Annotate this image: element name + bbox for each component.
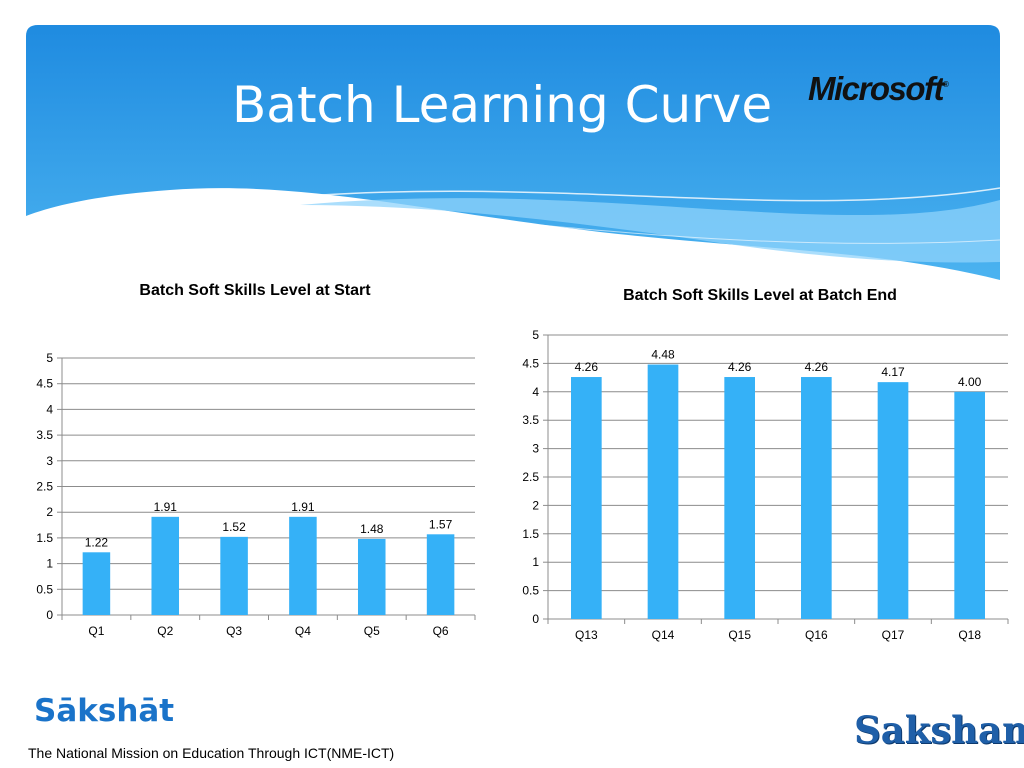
x-tick-label: Q3 xyxy=(226,624,242,638)
x-tick-label: Q14 xyxy=(652,628,675,642)
y-tick-label: 0 xyxy=(532,612,539,626)
chart-start-plot: 00.511.522.533.544.551.22Q11.91Q21.52Q31… xyxy=(36,351,476,638)
banner-wave-line-2 xyxy=(419,213,1001,244)
banner-wave-line xyxy=(259,187,1001,202)
data-label: 4.17 xyxy=(881,365,905,379)
y-tick-label: 2.5 xyxy=(522,470,539,484)
y-tick-label: 4.5 xyxy=(36,377,53,391)
y-tick-label: 3.5 xyxy=(522,413,539,427)
x-tick-label: Q16 xyxy=(805,628,828,642)
data-label: 4.26 xyxy=(575,360,599,374)
y-tick-label: 5 xyxy=(532,328,539,342)
chart-end-plot: 0 0.5 1 1.5 2 2.5 3 3.5 4 4.5 5 4.26 Q13 4.48 Q14 4.26 Q… xyxy=(522,328,1009,642)
data-label: 1.57 xyxy=(429,517,453,531)
bar xyxy=(647,364,679,619)
x-tick-label: Q4 xyxy=(295,624,311,638)
bar xyxy=(289,516,317,615)
y-tick-label: 0.5 xyxy=(522,584,539,598)
data-label: 1.91 xyxy=(154,500,178,514)
bar xyxy=(571,377,602,619)
y-tick-label: 3 xyxy=(532,442,539,456)
x-tick-label: Q17 xyxy=(882,628,905,642)
y-tick-label: 2.5 xyxy=(36,480,53,494)
data-label: 4.00 xyxy=(958,375,982,389)
footer-text: The National Mission on Education Throug… xyxy=(28,745,395,761)
y-tick-label: 4 xyxy=(46,402,53,416)
y-tick-label: 2 xyxy=(532,498,539,512)
x-tick-label: Q5 xyxy=(364,624,380,638)
chart-title: Batch Soft Skills Level at Batch End xyxy=(623,287,897,304)
y-tick-label: 1.5 xyxy=(522,527,539,541)
y-tick-label: 4.5 xyxy=(522,356,539,370)
registered-mark: ® xyxy=(943,80,949,89)
y-tick-label: 1 xyxy=(532,555,539,569)
data-label: 1.52 xyxy=(222,520,246,534)
data-label: 4.26 xyxy=(805,360,829,374)
bar xyxy=(357,538,386,615)
y-tick-label: 3.5 xyxy=(36,428,53,442)
header-banner xyxy=(26,25,1001,280)
y-tick-label: 0.5 xyxy=(36,582,53,596)
data-label: 4.26 xyxy=(728,360,752,374)
slide-title: Batch Learning Curve xyxy=(232,76,773,134)
y-tick-label: 3 xyxy=(46,454,53,468)
x-tick-label: Q18 xyxy=(958,628,981,642)
x-tick-label: Q6 xyxy=(433,624,449,638)
chart-end: Batch Soft Skills Level at Batch End 0 0.… xyxy=(500,285,1020,655)
bar xyxy=(954,391,985,619)
bar xyxy=(426,534,455,615)
x-tick-label: Q1 xyxy=(88,624,104,638)
bar xyxy=(151,516,180,615)
banner-wave-light xyxy=(300,198,1000,263)
sakshat-logo: Sākshāt xyxy=(34,693,175,729)
y-tick-label: 0 xyxy=(46,608,53,622)
bar xyxy=(801,377,832,619)
y-tick-label: 2 xyxy=(46,505,53,519)
chart-start: Batch Soft Skills Level at Start 0 0.5 1 1.… xyxy=(20,280,490,650)
y-tick-label: 4 xyxy=(532,385,539,399)
microsoft-logo-text: Microsoft xyxy=(808,70,945,107)
x-tick-label: Q13 xyxy=(575,628,598,642)
data-label: 1.91 xyxy=(291,500,315,514)
y-tick-label: 1.5 xyxy=(36,531,53,545)
y-tick-label: 5 xyxy=(46,351,53,365)
data-label: 1.48 xyxy=(360,522,384,536)
bar xyxy=(877,382,909,619)
x-tick-label: Q2 xyxy=(157,624,173,638)
chart-title: Batch Soft Skills Level at Start xyxy=(139,282,371,299)
microsoft-logo: Microsoft® xyxy=(808,70,949,108)
bar xyxy=(220,536,248,615)
bar xyxy=(724,377,755,619)
y-tick-label: 1 xyxy=(46,557,53,571)
bar xyxy=(82,552,111,615)
saksham-logo: Saksham xyxy=(854,708,1024,752)
data-label: 4.48 xyxy=(651,348,675,362)
x-tick-label: Q15 xyxy=(728,628,751,642)
data-label: 1.22 xyxy=(85,535,109,549)
